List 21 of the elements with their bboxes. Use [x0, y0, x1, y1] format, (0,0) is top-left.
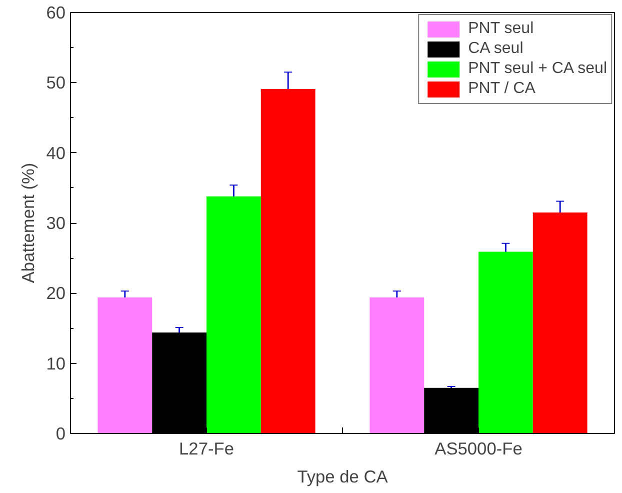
y-axis-title: Abattement (%) [18, 162, 38, 284]
y-tick-label: 60 [46, 2, 66, 22]
legend-label: PNT seul + CA seul [468, 60, 607, 78]
y-tick-label: 20 [46, 283, 66, 304]
y-tick-label: 0 [56, 424, 66, 444]
bar [532, 212, 588, 434]
legend-label: PNT seul [468, 20, 534, 38]
x-tick-label: L27-Fe [179, 438, 234, 458]
y-tick-label: 30 [46, 213, 66, 233]
legend-label: CA seul [468, 40, 524, 58]
bar [478, 252, 533, 434]
legend-label: PNT / CA [468, 80, 536, 98]
bar [370, 297, 424, 434]
y-tick-label: 10 [46, 353, 66, 374]
y-tick-label: 40 [46, 142, 66, 163]
bar [206, 196, 261, 434]
y-tick-label: 50 [46, 72, 66, 93]
bar [98, 297, 152, 434]
bar [260, 88, 316, 434]
x-axis-title: Type de CA [297, 466, 388, 486]
x-tick-label: AS5000-Fe [434, 438, 522, 458]
